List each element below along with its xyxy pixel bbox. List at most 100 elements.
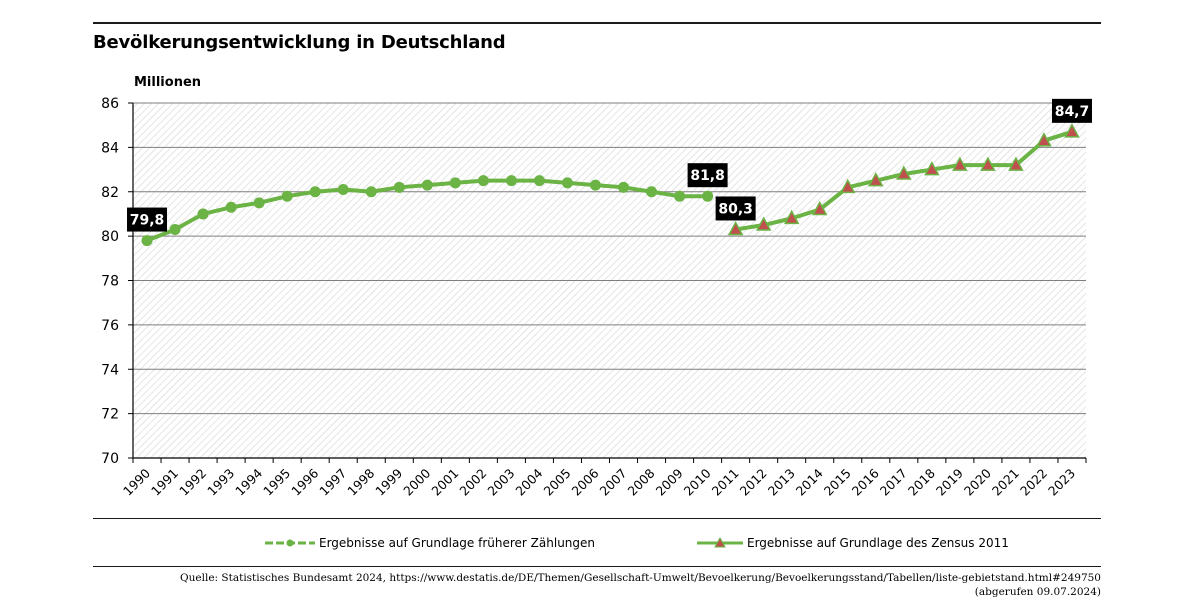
y-tick-label: 72 [101,407,119,423]
source-line: Quelle: Statistisches Bundesamt 2024, ht… [180,572,1101,584]
x-tick-label: 2010 [681,465,714,498]
data-label: 80,3 [715,196,756,221]
data-label: 79,8 [127,207,168,232]
data-point [702,190,714,202]
data-point [589,179,601,191]
data-point [393,181,405,193]
data-point [449,177,461,189]
y-tick-label: 76 [101,318,119,334]
y-tick-label: 74 [101,362,119,378]
data-point [952,156,968,171]
x-tick-label: 2016 [849,465,882,498]
data-label-text: 81,8 [690,168,725,184]
data-point [674,190,686,202]
source-note: Quelle: Statistisches Bundesamt 2024, ht… [180,571,1101,599]
data-series [141,123,1080,247]
legend-label-earlier-counts: Ergebnisse auf Grundlage früherer Zählun… [319,536,596,550]
data-label-box [715,196,756,221]
data-point [505,175,517,187]
bottom-rule [93,566,1101,567]
x-tick-label: 2001 [428,466,461,499]
x-tick-label: 1998 [344,465,377,498]
data-point [980,156,996,171]
x-tick-label: 2017 [877,466,910,499]
data-labels: 79,8 81,8 80,3 84,7 [127,98,1092,232]
data-point [197,208,209,220]
legend-item-earlier-counts: Ergebnisse auf Grundlage früherer Zählun… [265,536,595,550]
x-tick-label: 2009 [653,465,686,498]
top-rule [93,22,1101,24]
x-tick-label: 2012 [737,466,770,499]
data-point [1064,123,1080,138]
x-tick-label: 1990 [120,465,153,498]
legend-top-rule [93,518,1101,519]
x-tick-label: 2000 [400,465,433,498]
data-point [533,175,545,187]
y-tick-label: 80 [101,229,119,245]
y-tick-label: 70 [101,451,119,467]
data-point [646,186,658,198]
legend-label-zensus-2011: Ergebnisse auf Grundlage des Zensus 2011 [747,536,1009,550]
data-point [783,209,800,225]
data-point [309,186,321,198]
data-point [1036,132,1052,147]
x-tick-label: 2013 [765,466,798,499]
y-tick-label: 82 [101,185,119,201]
data-point [896,165,912,180]
x-tick-label: 2023 [1045,466,1078,499]
gridlines [133,102,1086,415]
legend-item-zensus-2011: Ergebnisse auf Grundlage des Zensus 2011 [697,536,1009,550]
data-point [281,190,293,202]
data-label-text: 79,8 [130,213,165,229]
x-tick-label: 2018 [905,465,938,498]
data-point [1008,156,1024,171]
y-tick-label: 78 [101,274,119,290]
y-tick-label: 86 [101,96,119,112]
data-point [141,235,153,247]
data-label: 81,8 [687,163,728,188]
x-tick-label: 1991 [148,466,181,499]
data-point [839,178,856,194]
data-point [755,216,772,231]
data-point [924,160,940,176]
source-retrieved-date: (abgerufen 09.07.2024) [974,586,1101,598]
x-tick-label: 1993 [204,466,237,499]
legend-line-triangle-icon [697,537,743,548]
data-label-text: 80,3 [718,201,753,217]
x-tick-label: 2003 [484,466,517,499]
x-tick-label: 2007 [597,466,630,499]
data-label-box [1051,98,1092,123]
x-tick-label: 1996 [288,465,321,498]
x-tick-label: 2014 [793,465,826,498]
x-tick-label: 2015 [821,466,854,499]
x-tick-label: 2022 [1017,466,1050,499]
x-tick-label: 2005 [540,466,573,499]
data-point [811,200,828,216]
data-point [225,201,237,213]
legend-line-circle-icon [265,539,315,547]
x-tick-label: 2006 [569,465,602,498]
x-tick-label: 1997 [316,466,349,499]
x-tick-label: 1995 [260,466,293,499]
x-tick-label: 1994 [232,465,265,498]
chart-title: Bevölkerungsentwicklung in Deutschland [93,32,506,53]
x-tick-label: 2020 [961,465,994,498]
data-point [727,220,744,236]
data-point [365,186,377,198]
y-axis-unit-label: Millionen [134,75,202,90]
x-tick-label: 2021 [989,466,1022,499]
data-point [561,177,573,189]
data-point [421,179,433,191]
y-tick-label: 84 [101,140,119,156]
x-tick-label: 2002 [456,466,489,499]
x-tick-label: 2019 [933,465,966,498]
y-axis-ticks: 70 72 74 76 78 80 82 84 86 [101,96,133,467]
data-point [477,175,489,187]
data-point [253,197,265,209]
data-point [868,172,884,187]
data-label-text: 84,7 [1055,104,1090,120]
x-tick-label: 2008 [625,465,658,498]
x-tick-label: 1999 [372,465,405,498]
x-tick-label: 1992 [176,466,209,499]
